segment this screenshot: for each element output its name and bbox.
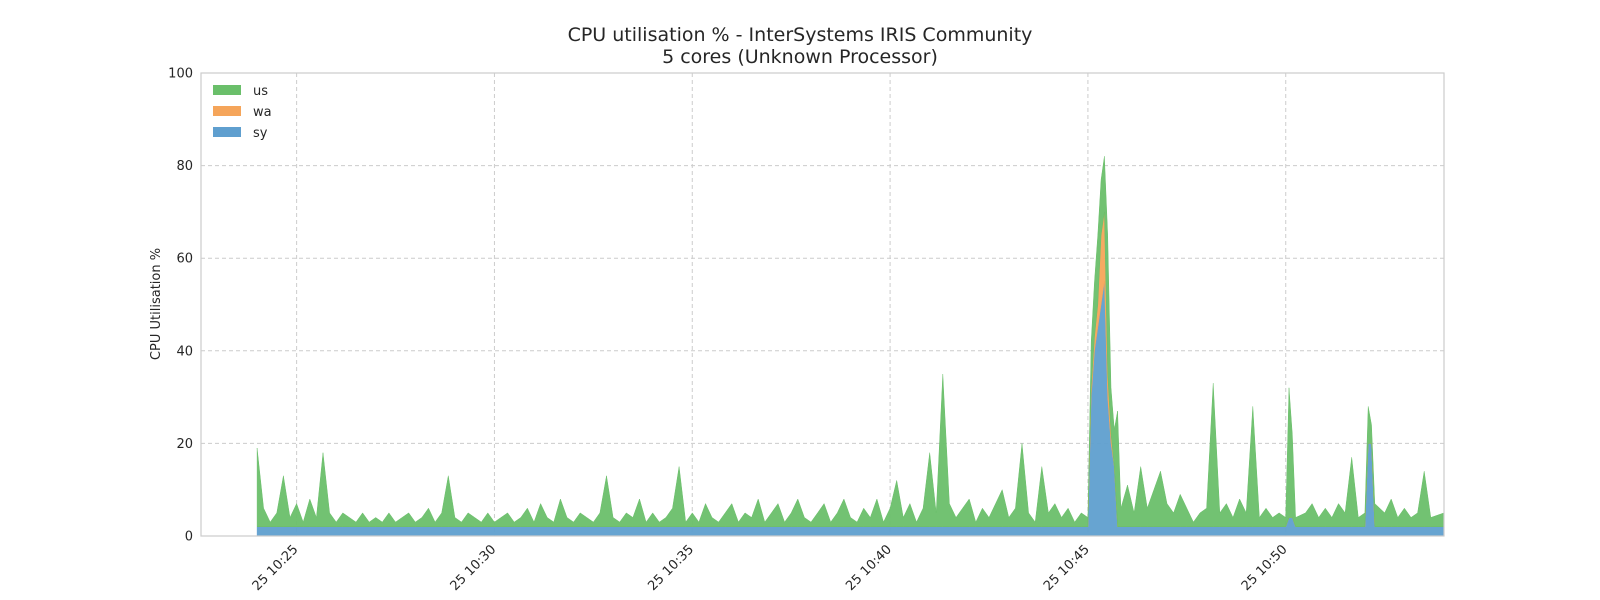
area-us <box>256 156 1445 527</box>
y-tick-label: 100 <box>168 67 193 82</box>
x-tick-label: 25 10:40 <box>843 542 895 594</box>
y-tick-label: 20 <box>176 437 193 452</box>
area-sy <box>256 281 1445 537</box>
plot-frame <box>200 72 1445 537</box>
area-wa <box>257 211 1444 527</box>
stacked-areas <box>256 156 1445 537</box>
chart-subtitle: 5 cores (Unknown Processor) <box>662 46 938 68</box>
x-tick-label: 25 10:45 <box>1041 542 1093 594</box>
chart-title: CPU utilisation % - InterSystems IRIS Co… <box>568 24 1033 46</box>
legend-swatch-wa <box>213 106 241 116</box>
grid-lines <box>201 73 1444 536</box>
y-tick-label: 0 <box>185 530 193 545</box>
x-tick-label: 25 10:25 <box>250 542 302 594</box>
x-tick-label: 25 10:35 <box>645 542 697 594</box>
legend: us wa sy <box>213 84 272 141</box>
x-tick-label: 25 10:50 <box>1239 542 1291 594</box>
y-tick-label: 80 <box>176 159 193 174</box>
legend-swatch-us <box>213 85 241 95</box>
legend-label-wa: wa <box>253 105 272 120</box>
x-tick-label: 25 10:30 <box>448 542 500 594</box>
y-tick-label: 40 <box>176 344 193 359</box>
y-axis-label: CPU Utilisation % <box>149 248 164 360</box>
legend-label-sy: sy <box>253 126 268 141</box>
x-axis-ticks: 25 10:25 25 10:30 25 10:35 25 10:40 25 10:45… <box>250 542 1291 594</box>
y-axis-ticks: 0 20 40 60 80 100 <box>168 67 193 545</box>
legend-label-us: us <box>253 84 268 99</box>
legend-swatch-sy <box>213 127 241 137</box>
y-tick-label: 60 <box>176 252 193 267</box>
